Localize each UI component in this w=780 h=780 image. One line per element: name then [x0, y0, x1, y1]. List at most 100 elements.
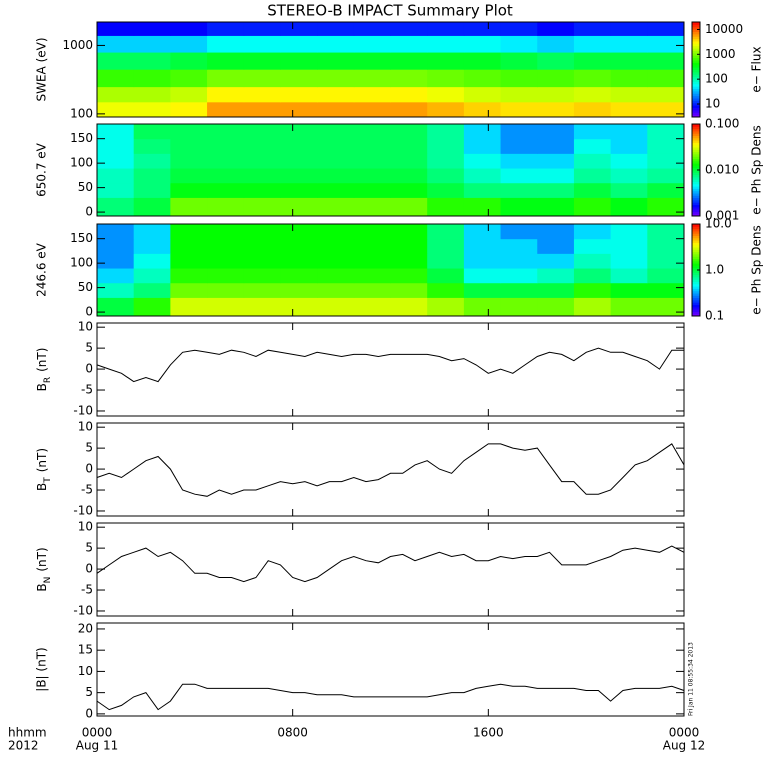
spectrogram-cell	[280, 124, 318, 140]
spectrogram-cell	[243, 22, 281, 36]
colorbar-step	[692, 170, 700, 173]
colorbar-step	[692, 29, 700, 32]
spectrogram-cell	[390, 297, 428, 317]
spectrogram-cell	[427, 101, 465, 118]
y-tick-label: 5	[85, 685, 93, 699]
colorbar-tick-label: 0.010	[705, 163, 739, 177]
spectrogram-cell	[170, 124, 208, 140]
colorbar-step	[692, 176, 700, 180]
spectrogram-cell	[463, 282, 502, 298]
colorbar-step	[692, 88, 700, 92]
spectrogram-cell	[390, 52, 428, 70]
y-tick-label: 5	[85, 541, 93, 555]
spectrogram-cell	[610, 253, 648, 269]
colorbar-step	[692, 299, 700, 303]
colorbar-step	[692, 160, 700, 164]
colorbar-step	[692, 186, 700, 189]
spectrogram-cell	[280, 86, 318, 103]
colorbar-step	[692, 79, 700, 82]
y-tick-label: 50	[78, 280, 93, 294]
spectrogram-cell	[500, 238, 538, 254]
spectrogram-cell	[353, 86, 391, 103]
spectrogram-cell	[573, 52, 612, 70]
spectrogram-cell	[500, 52, 538, 70]
y-tick-label: 10	[78, 520, 93, 534]
y-tick-label: 100	[70, 106, 93, 120]
spectrogram-cell	[97, 153, 135, 169]
colorbar-tick-label: 0.001	[705, 209, 739, 223]
spectrogram-cell	[537, 197, 575, 217]
spectrogram-cell	[353, 52, 391, 70]
y-axis-label-unit: (nT)	[35, 348, 49, 372]
spectrogram-cell	[170, 197, 208, 217]
spectrogram-cell	[647, 153, 685, 169]
colorbar-step	[692, 163, 700, 166]
spectrogram-cell	[97, 297, 135, 317]
spectrogram-cell	[573, 168, 612, 184]
spectrogram-cell	[133, 168, 171, 184]
colorbar-step	[692, 98, 700, 101]
colorbar-step	[692, 43, 700, 47]
x-tick-label: 0800	[277, 726, 308, 740]
spectrogram-cell	[647, 35, 685, 53]
spectrogram-cell	[317, 69, 355, 88]
colorbar-step	[692, 240, 700, 243]
spectrogram-cell	[390, 238, 428, 254]
spectrogram-cell	[353, 153, 391, 169]
y-tick-label: 5	[85, 341, 93, 355]
spectrogram-cell	[243, 124, 281, 140]
spectrogram-cell	[647, 22, 685, 36]
y-axis-label-unit: (nT)	[35, 448, 49, 472]
spectrogram-cell	[427, 35, 465, 53]
spectrogram-cell	[463, 69, 502, 88]
colorbar-step	[692, 263, 700, 266]
colorbar-step	[692, 233, 700, 236]
spectrogram-cell	[647, 138, 685, 154]
spectrogram-cell	[133, 52, 171, 70]
spectrogram-cell	[280, 224, 318, 240]
colorbar-step	[692, 230, 700, 234]
colorbar-step	[692, 137, 700, 141]
colorbar-step	[692, 165, 700, 169]
spectrogram-cell	[133, 124, 171, 140]
colorbar-step	[692, 158, 700, 162]
spectrogram-cell	[427, 138, 465, 154]
spectrogram-cell	[133, 182, 171, 198]
spectrogram-cell	[573, 138, 612, 154]
spectrogram-cell	[500, 197, 538, 217]
spectrogram-cell	[207, 238, 245, 254]
spectrogram-cell	[610, 86, 648, 103]
colorbar-tick-label: 10	[705, 97, 720, 111]
colorbar-step	[692, 86, 700, 89]
colorbar-tick-label: 10.0	[705, 217, 732, 231]
y-tick-label: 10	[78, 420, 93, 434]
colorbar-step	[692, 114, 700, 118]
spectrogram-cell	[170, 35, 208, 53]
colorbar-step	[692, 81, 700, 85]
spectrogram-cell	[390, 101, 428, 118]
field-line	[96, 443, 685, 497]
spectrogram-cell	[390, 282, 428, 298]
y-tick-label: 0	[85, 562, 93, 576]
spectrogram-cell	[280, 153, 318, 169]
colorbar-step	[692, 204, 700, 208]
spectrogram-cell	[133, 224, 171, 240]
spectrogram-cell	[317, 35, 355, 53]
spectrogram-cell	[390, 35, 428, 53]
spectrogram-cell	[573, 153, 612, 169]
spectrogram-cell	[317, 138, 355, 154]
colorbar-step	[692, 272, 700, 276]
colorbar-step	[692, 76, 700, 80]
y-tick-label: -10	[73, 503, 93, 517]
colorbar-step	[692, 290, 700, 294]
colorbar-step	[692, 52, 700, 56]
spectrogram-cell	[390, 224, 428, 240]
colorbar-step	[692, 126, 700, 130]
spectrogram-cell	[207, 224, 245, 240]
colorbar-step	[692, 211, 700, 215]
spectrogram-cell	[317, 268, 355, 284]
y-axis-label: |B| (nT)	[35, 647, 49, 691]
spectrogram-cell	[317, 124, 355, 140]
x-tick-label: 0000	[669, 726, 700, 740]
